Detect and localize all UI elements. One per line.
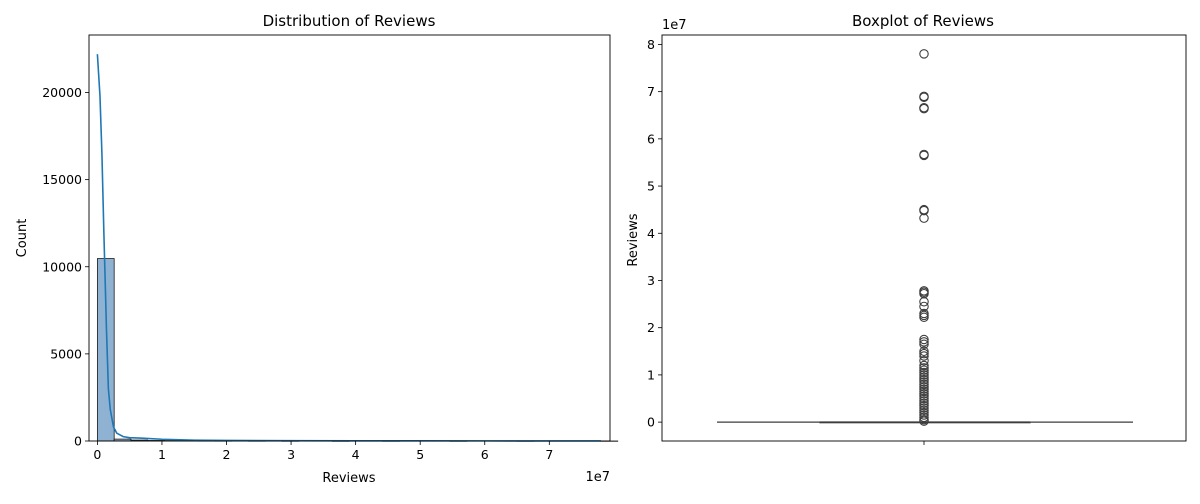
- x-tick-label: 6: [481, 447, 489, 462]
- x-tick-label: 7: [545, 447, 553, 462]
- y-tick-label: 15000: [42, 172, 82, 187]
- histogram-y-label: Count: [15, 219, 30, 258]
- y-tick-label: 10000: [42, 259, 82, 274]
- histogram-axes-frame: [89, 35, 610, 441]
- y-tick-label: 0: [647, 415, 655, 430]
- histogram-x-ticks: 0 1 2 3 4 5 6 7: [93, 441, 553, 462]
- histogram-panel: Distribution of Reviews 0 1 2 3 4 5 6 7 0 5000 10…: [15, 12, 618, 486]
- y-tick-label: 1: [647, 367, 655, 382]
- y-tick-label: 5000: [50, 346, 82, 361]
- y-tick-label: 3: [647, 273, 655, 288]
- boxplot-panel: Boxplot of Reviews 0 1 2 3 4 5 6 7 8 Reviews 1e7: [626, 12, 1186, 445]
- y-tick-label: 6: [647, 131, 655, 146]
- outlier-point: [920, 50, 928, 58]
- y-tick-label: 7: [647, 84, 655, 99]
- boxplot-title: Boxplot of Reviews: [852, 12, 994, 30]
- outlier-point: [920, 311, 928, 319]
- boxplot-y-ticks: 0 1 2 3 4 5 6 7 8: [647, 37, 662, 430]
- histogram-x-label: Reviews: [322, 471, 375, 486]
- histogram-x-scale-label: 1e7: [585, 470, 610, 485]
- boxplot-y-label: Reviews: [626, 213, 641, 266]
- boxplot-y-scale-label: 1e7: [662, 18, 687, 33]
- y-tick-label: 20000: [42, 85, 82, 100]
- y-tick-label: 2: [647, 320, 655, 335]
- boxplot-plot-area: [717, 50, 1133, 445]
- x-tick-label: 2: [223, 447, 231, 462]
- y-tick-label: 5: [647, 179, 655, 194]
- y-tick-label: 8: [647, 37, 655, 52]
- x-tick-label: 5: [416, 447, 424, 462]
- x-tick-label: 3: [287, 447, 295, 462]
- y-tick-label: 4: [647, 226, 655, 241]
- histogram-y-ticks: 0 5000 10000 15000 20000: [42, 85, 89, 448]
- x-tick-label: 0: [93, 447, 101, 462]
- histogram-title: Distribution of Reviews: [263, 12, 436, 30]
- histogram-plot-area: [97, 54, 617, 441]
- x-tick-label: 4: [352, 447, 360, 462]
- y-tick-label: 0: [74, 434, 82, 449]
- x-tick-label: 1: [158, 447, 166, 462]
- kde-line: [97, 54, 601, 441]
